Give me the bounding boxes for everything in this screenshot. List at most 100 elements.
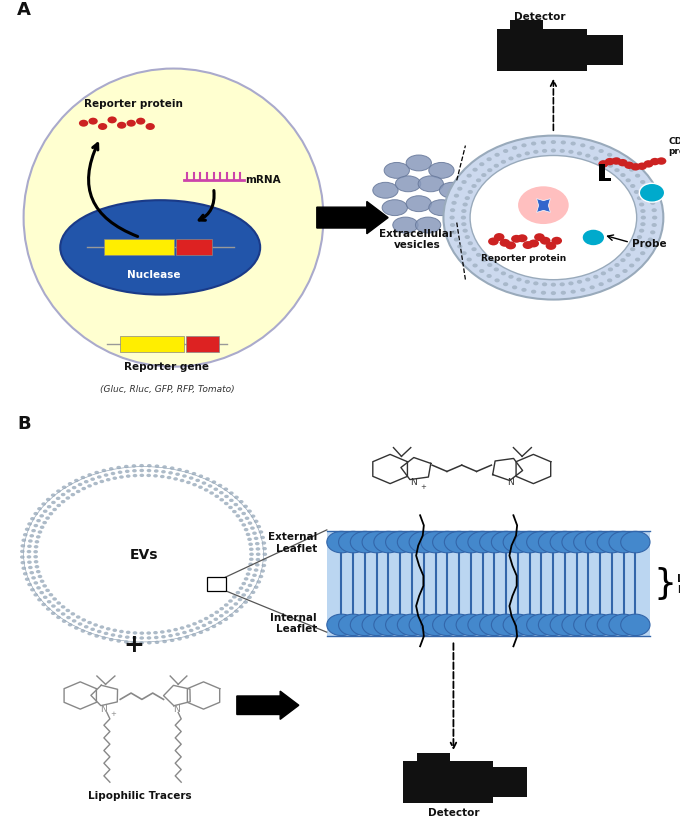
Circle shape xyxy=(533,151,539,155)
Circle shape xyxy=(112,477,117,480)
Circle shape xyxy=(374,532,403,553)
Circle shape xyxy=(523,241,533,250)
Circle shape xyxy=(651,224,657,227)
Circle shape xyxy=(461,223,466,227)
Circle shape xyxy=(97,630,101,633)
Circle shape xyxy=(580,289,585,293)
Circle shape xyxy=(550,614,579,636)
Ellipse shape xyxy=(418,177,443,193)
Circle shape xyxy=(147,465,152,468)
Circle shape xyxy=(471,184,477,189)
Circle shape xyxy=(462,203,468,208)
Circle shape xyxy=(650,159,660,166)
Circle shape xyxy=(51,612,56,615)
Circle shape xyxy=(374,614,403,636)
Circle shape xyxy=(173,629,178,632)
Circle shape xyxy=(560,283,565,287)
Text: Internal
Leaflet: Internal Leaflet xyxy=(270,612,317,633)
Circle shape xyxy=(244,528,248,532)
Circle shape xyxy=(432,532,462,553)
Circle shape xyxy=(33,594,38,597)
Circle shape xyxy=(78,623,82,626)
Circle shape xyxy=(146,124,155,131)
Circle shape xyxy=(241,582,246,586)
Circle shape xyxy=(119,630,124,633)
Text: EVs: EVs xyxy=(129,547,158,562)
Circle shape xyxy=(116,639,121,643)
Circle shape xyxy=(260,536,265,539)
Bar xyxy=(598,165,605,179)
Circle shape xyxy=(224,502,228,505)
Circle shape xyxy=(43,510,48,514)
Text: Extracellular
vesicles: Extracellular vesicles xyxy=(379,228,454,250)
Circle shape xyxy=(35,540,39,544)
Circle shape xyxy=(95,634,99,638)
Circle shape xyxy=(457,188,462,191)
Circle shape xyxy=(454,194,459,198)
Circle shape xyxy=(541,141,546,146)
Circle shape xyxy=(473,264,478,268)
Circle shape xyxy=(409,614,439,636)
Circle shape xyxy=(639,184,664,203)
Circle shape xyxy=(582,230,605,246)
Circle shape xyxy=(219,491,224,495)
Circle shape xyxy=(229,614,234,618)
Circle shape xyxy=(27,561,32,564)
Circle shape xyxy=(232,595,237,599)
Circle shape xyxy=(256,525,261,528)
Circle shape xyxy=(133,475,137,478)
Circle shape xyxy=(31,529,36,533)
Circle shape xyxy=(182,475,187,478)
Bar xyxy=(186,337,219,353)
Ellipse shape xyxy=(396,177,421,193)
Circle shape xyxy=(23,572,28,576)
Circle shape xyxy=(574,532,603,553)
Circle shape xyxy=(153,631,158,634)
Circle shape xyxy=(87,621,92,624)
Circle shape xyxy=(234,496,239,500)
FancyArrow shape xyxy=(237,691,299,719)
Circle shape xyxy=(214,611,219,614)
Circle shape xyxy=(629,264,634,268)
Circle shape xyxy=(262,553,267,557)
Circle shape xyxy=(66,490,71,493)
Circle shape xyxy=(154,641,159,644)
Text: N: N xyxy=(173,705,180,713)
Text: +: + xyxy=(123,633,144,657)
Circle shape xyxy=(611,158,622,165)
Circle shape xyxy=(481,174,486,178)
Circle shape xyxy=(202,482,206,485)
Circle shape xyxy=(551,284,556,287)
Circle shape xyxy=(228,600,233,603)
Circle shape xyxy=(72,619,76,623)
Circle shape xyxy=(147,469,152,473)
Circle shape xyxy=(641,210,645,213)
Circle shape xyxy=(608,268,613,272)
Circle shape xyxy=(562,532,591,553)
Circle shape xyxy=(585,532,615,553)
Circle shape xyxy=(104,474,108,477)
Ellipse shape xyxy=(382,200,407,217)
Circle shape xyxy=(574,614,603,636)
Circle shape xyxy=(248,568,252,571)
Circle shape xyxy=(397,532,426,553)
Circle shape xyxy=(48,513,53,516)
Circle shape xyxy=(132,636,137,640)
Circle shape xyxy=(82,487,86,490)
Circle shape xyxy=(56,616,61,619)
Ellipse shape xyxy=(439,183,464,199)
Circle shape xyxy=(577,280,582,284)
Circle shape xyxy=(503,150,509,154)
Circle shape xyxy=(621,614,650,636)
Circle shape xyxy=(199,631,203,634)
Circle shape xyxy=(76,490,80,494)
Circle shape xyxy=(139,469,144,472)
Circle shape xyxy=(211,480,216,484)
Circle shape xyxy=(76,615,80,619)
Circle shape xyxy=(605,159,615,166)
Circle shape xyxy=(249,558,254,562)
Circle shape xyxy=(580,144,585,148)
Circle shape xyxy=(476,179,481,183)
Circle shape xyxy=(254,569,258,572)
Circle shape xyxy=(195,479,200,482)
